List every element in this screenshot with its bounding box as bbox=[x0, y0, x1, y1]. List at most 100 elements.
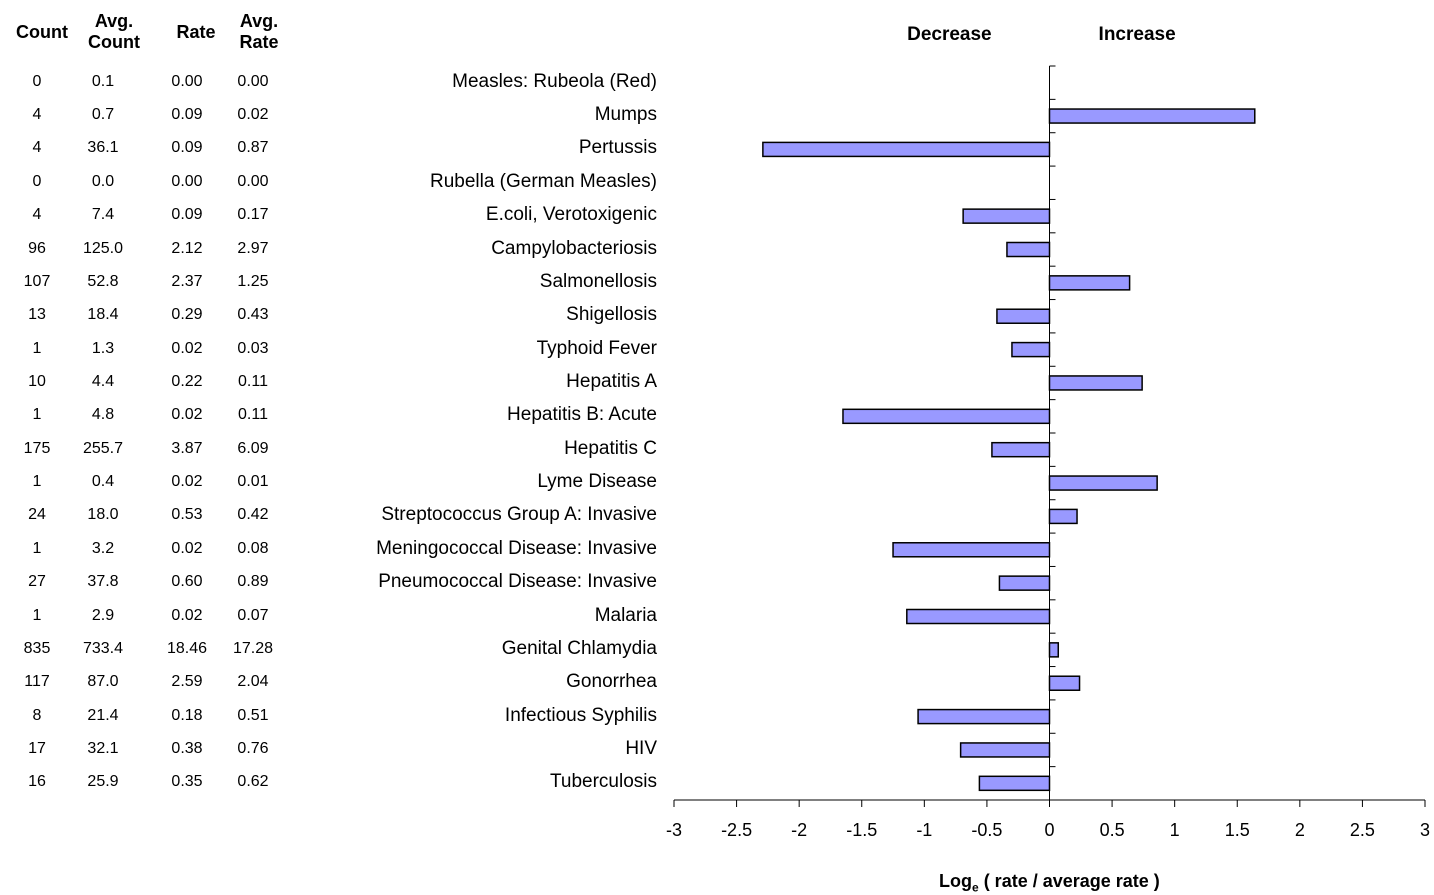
table-cell-count: 13 bbox=[28, 306, 46, 324]
bar bbox=[996, 308, 1051, 324]
increase-label: Increase bbox=[1099, 24, 1176, 45]
bar bbox=[1048, 375, 1143, 391]
category-label: Infectious Syphilis bbox=[504, 704, 657, 726]
table-cell-rate: 2.59 bbox=[171, 673, 203, 691]
table-cell-count: 175 bbox=[23, 439, 51, 457]
table-cell-count: 16 bbox=[28, 773, 46, 791]
x-tick-label: -2 bbox=[791, 820, 807, 840]
table-cell-rate: 0.02 bbox=[171, 339, 203, 357]
category-label: Gonorrhea bbox=[566, 671, 657, 693]
table-cell-avg-count: 2.9 bbox=[91, 606, 115, 624]
category-label: Typhoid Fever bbox=[536, 337, 657, 359]
bar bbox=[1048, 108, 1256, 124]
header-avg-count: Avg. Count bbox=[88, 11, 140, 52]
x-tick-label: -3 bbox=[666, 820, 682, 840]
bar bbox=[842, 408, 1051, 425]
table-cell-avg-count: 37.8 bbox=[87, 573, 119, 591]
x-tick-label: 2 bbox=[1295, 820, 1305, 840]
table-cell-rate: 2.37 bbox=[171, 272, 203, 290]
bar bbox=[1048, 275, 1131, 291]
header-count: Count bbox=[16, 22, 68, 42]
table-cell-rate: 0.38 bbox=[171, 739, 203, 757]
table-cell-rate: 0.00 bbox=[171, 72, 203, 90]
table-cell-avg-count: 25.9 bbox=[87, 773, 119, 791]
bar bbox=[962, 208, 1051, 224]
table-cell-avg-count: 733.4 bbox=[82, 639, 124, 657]
category-label: Mumps bbox=[594, 104, 657, 126]
table-cell-rate: 2.12 bbox=[171, 239, 203, 257]
table-cell-count: 17 bbox=[28, 739, 46, 757]
table-cell-avg-count: 52.8 bbox=[87, 272, 119, 290]
x-tick-label: -2.5 bbox=[721, 820, 752, 840]
table-cell-avg-count: 18.4 bbox=[87, 306, 119, 324]
table-cell-avg-rate: 2.04 bbox=[237, 673, 269, 691]
table-cell-rate: 0.60 bbox=[171, 573, 203, 591]
table-cell-avg-rate: 0.02 bbox=[237, 106, 269, 124]
table-cell-rate: 3.87 bbox=[171, 439, 203, 457]
table-cell-avg-rate: 6.09 bbox=[237, 439, 269, 457]
x-tick-label: -1.5 bbox=[846, 820, 877, 840]
table-cell-avg-rate: 0.08 bbox=[237, 539, 269, 557]
table-cell-rate: 0.22 bbox=[171, 372, 203, 390]
table-cell-rate: 0.29 bbox=[171, 306, 203, 324]
table-cell-avg-count: 1.3 bbox=[91, 339, 115, 357]
category-label: Pneumococcal Disease: Invasive bbox=[378, 571, 657, 593]
category-label: Hepatitis A bbox=[566, 370, 657, 392]
table-cell-avg-rate: 0.87 bbox=[237, 139, 269, 157]
x-tick-label: 1 bbox=[1170, 820, 1180, 840]
category-label: Streptococcus Group A: Invasive bbox=[381, 504, 657, 526]
table-cell-avg-rate: 0.42 bbox=[237, 506, 269, 524]
table-cell-rate: 0.02 bbox=[171, 473, 203, 491]
table-cell-avg-rate: 2.97 bbox=[237, 239, 269, 257]
table-cell-avg-count: 87.0 bbox=[87, 673, 119, 691]
table-cell-rate: 0.09 bbox=[171, 139, 203, 157]
table-cell-rate: 0.09 bbox=[171, 106, 203, 124]
table-cell-avg-rate: 1.25 bbox=[237, 272, 269, 290]
table-cell-count: 1 bbox=[32, 406, 42, 424]
bar bbox=[1006, 241, 1051, 258]
category-label: Hepatitis B: Acute bbox=[507, 404, 657, 426]
bar bbox=[892, 542, 1051, 558]
table-cell-count: 1 bbox=[32, 473, 42, 491]
table-cell-count: 1 bbox=[32, 606, 42, 624]
category-label: Lyme Disease bbox=[537, 471, 657, 493]
table-cell-avg-rate: 0.11 bbox=[238, 406, 268, 424]
table-cell-avg-rate: 0.76 bbox=[237, 739, 269, 757]
table-cell-avg-rate: 0.43 bbox=[237, 306, 269, 324]
bar bbox=[1048, 675, 1081, 691]
table-cell-rate: 0.18 bbox=[171, 706, 203, 724]
bar bbox=[1048, 475, 1158, 491]
bar bbox=[998, 575, 1051, 591]
table-cell-count: 117 bbox=[24, 673, 50, 691]
category-label: E.coli, Verotoxigenic bbox=[485, 204, 657, 226]
table-cell-count: 4 bbox=[32, 206, 42, 224]
table-cell-avg-rate: 0.00 bbox=[237, 72, 269, 90]
table-cell-avg-rate: 0.51 bbox=[237, 706, 269, 724]
header-avg-rate: Avg. Rate bbox=[239, 11, 279, 52]
bar bbox=[991, 441, 1051, 458]
x-tick-label: 0 bbox=[1044, 820, 1054, 840]
table-cell-count: 4 bbox=[32, 139, 42, 157]
category-label: HIV bbox=[625, 737, 657, 759]
category-label: Shigellosis bbox=[566, 304, 657, 326]
table-cell-count: 0 bbox=[32, 72, 42, 90]
header-rate: Rate bbox=[176, 22, 216, 42]
table-cell-avg-count: 0.4 bbox=[91, 473, 115, 491]
table-cell-avg-count: 32.1 bbox=[87, 739, 119, 757]
table-cell-avg-rate: 0.01 bbox=[237, 473, 269, 491]
table-cell-avg-count: 0.7 bbox=[91, 106, 115, 124]
table-cell-count: 1 bbox=[32, 339, 42, 357]
bar bbox=[917, 708, 1051, 725]
bar bbox=[906, 608, 1051, 625]
bar bbox=[978, 775, 1051, 792]
table-cell-avg-rate: 0.07 bbox=[237, 606, 269, 624]
table-cell-count: 24 bbox=[28, 506, 46, 524]
table-cell-rate: 18.46 bbox=[166, 639, 208, 657]
table-cell-count: 10 bbox=[28, 372, 46, 390]
x-tick-label: 3 bbox=[1420, 820, 1430, 840]
category-label: Rubella (German Measles) bbox=[429, 170, 657, 192]
table-cell-count: 107 bbox=[23, 272, 51, 290]
category-label: Meningococcal Disease: Invasive bbox=[376, 537, 657, 559]
category-label: Measles: Rubeola (Red) bbox=[452, 70, 657, 92]
